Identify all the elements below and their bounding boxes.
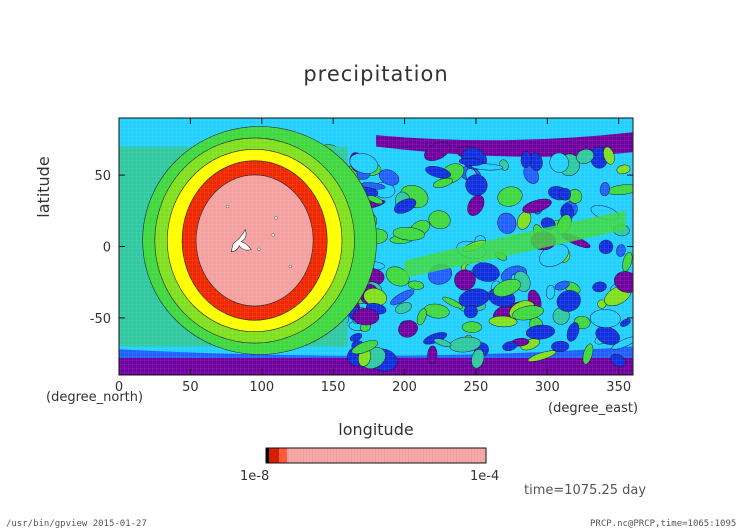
colorbar-left-label: 1e-8 bbox=[240, 469, 270, 484]
y-unit-label: (degree_north) bbox=[46, 390, 144, 405]
time-label: time=1075.25 day bbox=[524, 483, 647, 498]
colorbar-seg-salmon bbox=[279, 448, 287, 463]
x-tick-label: 50 bbox=[182, 380, 199, 395]
x-tick-label: 0 bbox=[115, 380, 123, 395]
colorbar bbox=[265, 447, 487, 464]
grain-overlay bbox=[119, 118, 633, 375]
colorbar-right-label: 1e-4 bbox=[470, 469, 500, 484]
x-tick-label: 200 bbox=[392, 380, 417, 395]
y-tick-label: 0 bbox=[103, 241, 111, 256]
colorbar-seg-red bbox=[269, 448, 279, 463]
x-tick-label: 100 bbox=[249, 380, 274, 395]
x-tick-label: 150 bbox=[321, 380, 346, 395]
footer-left: /usr/bin/gpview 2015-01-27 bbox=[6, 519, 147, 529]
axis-ticks: 0 50 100 150 200 250 300 350 50 0 -50 bbox=[90, 118, 633, 395]
x-tick-label: 350 bbox=[606, 380, 631, 395]
chart-title: precipitation bbox=[303, 62, 449, 86]
x-axis-label: longitude bbox=[338, 420, 414, 439]
contour-map bbox=[119, 118, 633, 375]
y-tick-label: -50 bbox=[90, 312, 111, 327]
colorbar-frame bbox=[265, 447, 487, 464]
colorbar-seg-black bbox=[266, 448, 269, 463]
x-tick-label: 250 bbox=[464, 380, 489, 395]
x-unit-label: (degree_east) bbox=[548, 401, 639, 416]
y-axis-label: latitude bbox=[34, 156, 53, 218]
footer-right: PRCP.nc@PRCP,time=1065:1095 bbox=[590, 519, 737, 529]
x-tick-label: 300 bbox=[535, 380, 560, 395]
y-tick-label: 50 bbox=[94, 169, 111, 184]
